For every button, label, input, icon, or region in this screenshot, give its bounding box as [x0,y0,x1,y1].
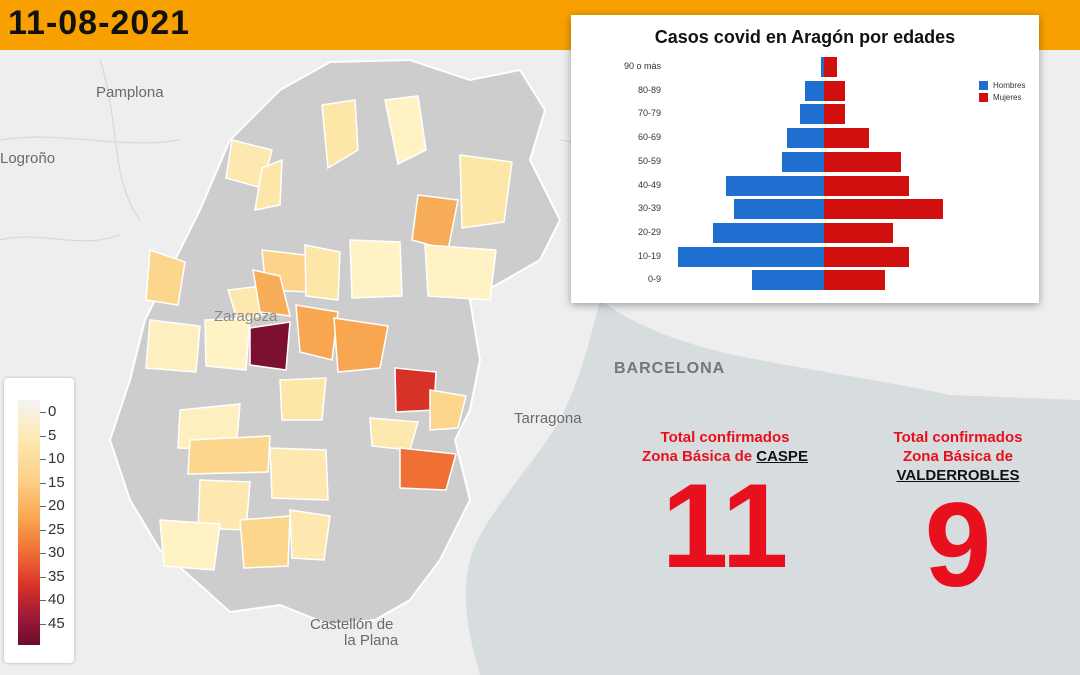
y-tick-label: 90 o más [623,61,661,71]
y-tick-label: 70-79 [637,108,661,119]
stat-zone-prefix: Zona Básica de [642,448,757,465]
y-tick-label: 40-49 [637,179,661,190]
legend-tick [40,435,46,437]
legend-tick [40,412,46,413]
legend-tick-label: 45 [48,614,65,632]
legend-tick-label: 30 [48,544,65,561]
city-label-zaragoza: Zaragoza [214,308,278,325]
y-tick-label: 30-39 [637,203,661,214]
legend-swatch-hombres [979,81,988,90]
city-label-tarragona: Tarragona [514,410,582,427]
stat-zone-prefix: Zona Básica de [902,448,1014,465]
bar-hombres [712,222,824,243]
stat-zone-name: VALDERROBLES [896,467,1020,484]
legend-tick-label: 20 [48,497,65,514]
chart-title: Casos covid en Aragón por edades [654,27,956,47]
legend-tick-label: 15 [48,473,65,491]
stat-zone-line: Zona Básica de VALDERROBLES [840,447,1076,485]
bar-hombres [800,104,824,125]
stat-zone-name: CASPE [756,448,808,465]
bar-mujeres [824,270,885,291]
legend-tick-label: 40 [48,591,65,608]
stat-value: 11 [661,459,789,593]
stat-valderrobles: Total confirmados Zona Básica de VALDERR… [840,428,1076,605]
bar-mujeres [824,175,909,196]
stat-title: Total confirmados [893,429,1023,446]
y-tick-label: 50-59 [637,155,661,166]
legend-tick [40,529,46,531]
legend-swatch-mujeres [979,93,988,102]
bar-hombres [752,270,824,291]
legend-tick [40,553,46,554]
bar-hombres [786,128,824,149]
legend-tick [40,576,46,578]
bar-mujeres [824,246,909,267]
y-tick-label: 60-69 [637,132,661,143]
legend-tick [40,482,46,484]
legend-tick-label: 0 [48,403,57,420]
bar-hombres [733,199,824,220]
bar-hombres [781,151,824,172]
stat-value: 9 [924,478,992,612]
legend-tick [40,623,46,625]
y-tick-label: 20-29 [637,226,661,237]
legend-tick-label: 10 [48,450,65,467]
sea [465,300,1080,675]
legend-tick [40,506,46,507]
legend-tick [40,459,46,460]
bar-mujeres [824,128,870,149]
legend-tick [40,600,46,601]
y-tick-label: 80-89 [637,84,661,95]
legend-label-mujeres: Mujeres [993,93,1022,102]
bar-mujeres [824,57,838,77]
bar-mujeres [824,222,893,243]
legend-tick-label: 25 [48,520,65,538]
health-zones [145,95,513,571]
bar-hombres [821,57,824,77]
city-label-logrono: Logroño [0,150,56,167]
y-tick-label: 0-9 [647,274,661,285]
stat-title: Total confirmados [660,429,790,446]
legend-label-hombres: Hombres [993,81,1026,90]
legend-tick-label: 35 [48,567,65,585]
legend-tick-label: 5 [48,426,57,444]
age-pyramid-chart: Casos covid en Aragón por edades 90 o má… [571,15,1039,303]
stat-caspe: Total confirmados Zona Básica de CASPE 1… [630,428,820,586]
bar-mujeres [824,80,846,101]
bar-mujeres [824,151,901,172]
bar-hombres [805,80,824,101]
color-scale-bar [18,400,40,645]
bar-hombres [678,246,824,267]
y-tick-label: 10-19 [637,250,661,261]
bar-mujeres [824,199,944,220]
date-label: 11-08-2021 [8,4,191,42]
color-scale-legend: 0 5 10 15 20 25 30 35 40 45 [4,378,74,663]
bar-mujeres [824,104,846,125]
city-label-pamplona: Pamplona [96,84,164,101]
city-label-castellon-2: la Plana [344,632,399,649]
stat-zone-line: Zona Básica de CASPE [630,447,820,466]
bar-hombres [725,175,824,196]
city-label-castellon: Castellón de [310,616,394,633]
city-label-barcelona: BARCELONA [614,360,726,377]
